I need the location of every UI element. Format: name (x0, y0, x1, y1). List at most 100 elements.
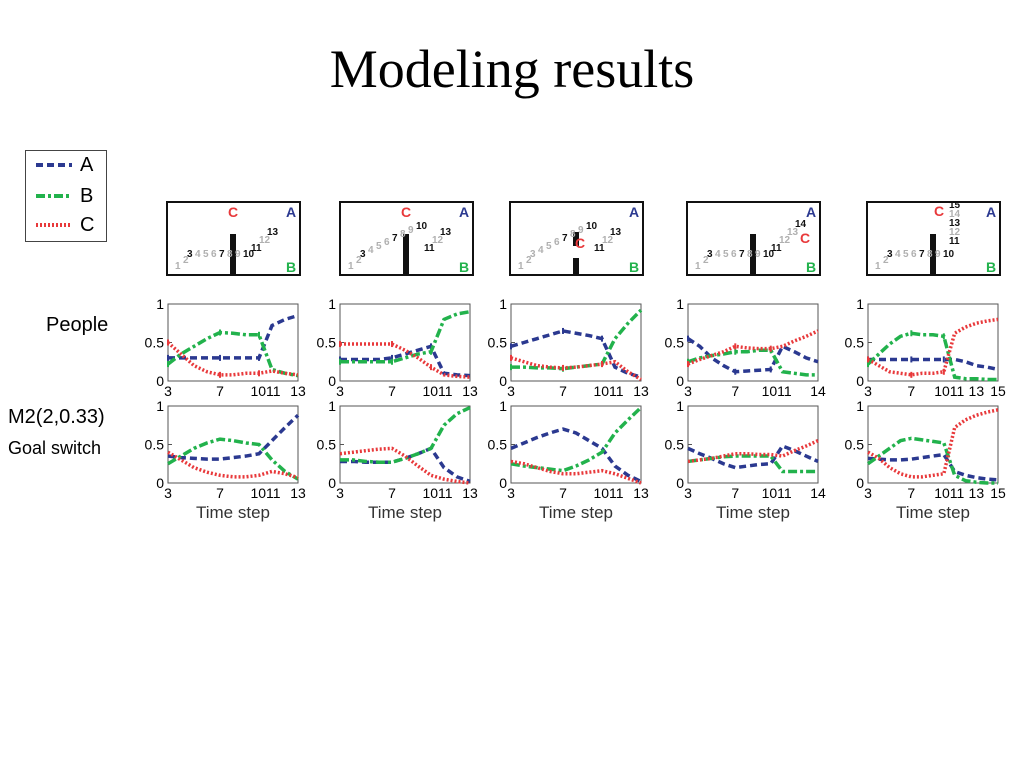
legend-swatch-a (36, 163, 72, 167)
trajectory-step: 8 (747, 249, 753, 260)
x-tick-label: 3 (864, 485, 872, 501)
trajectory-step: 10 (586, 221, 598, 232)
y-tick-label: 0.5 (145, 335, 165, 351)
y-tick-label: 1 (856, 296, 864, 312)
goal-label-a: A (986, 204, 996, 220)
goal-label-c: C (401, 204, 411, 220)
x-tick-label: 3 (507, 485, 515, 501)
legend-label-c: C (80, 213, 95, 236)
series-line-b (340, 405, 471, 464)
plot-people-2: 00.513 7 1011 13 (317, 296, 478, 399)
trajectory-step: 11 (594, 243, 605, 254)
row-label-people: People (46, 314, 109, 336)
x-tick-label: 1011 (934, 485, 964, 501)
y-tick-label: 0.5 (845, 335, 865, 351)
trajectory-step: 13 (267, 227, 279, 238)
y-tick-label: 0 (328, 475, 336, 491)
x-tick-label: 1011 (250, 383, 280, 399)
trajectory-step: 13 (610, 227, 622, 238)
trajectory-step: 12 (432, 235, 444, 246)
goal-label-c: C (575, 235, 585, 251)
x-tick-label: 3 (684, 485, 692, 501)
legend-item-b: B (34, 184, 93, 208)
trajectory-step: 3 (530, 249, 536, 260)
x-axis-label: Time step (896, 503, 970, 522)
series-line-b (866, 436, 998, 485)
x-axis-label: Time step (539, 503, 613, 522)
y-tick-label: 1 (156, 398, 164, 414)
plot-frame (510, 405, 642, 484)
plot-frame (687, 405, 819, 484)
trajectory-step: 14 (795, 219, 807, 230)
y-tick-label: 0 (676, 373, 684, 389)
y-tick-label: 0.5 (665, 335, 685, 351)
series-line-a (510, 427, 642, 484)
trajectory-step: 4 (195, 249, 201, 260)
plot-people-3: 00.513 7 1011 13 (488, 296, 649, 399)
x-tick-label: 13 (633, 485, 649, 501)
trajectory-step: 7 (562, 233, 568, 244)
maze-wall (750, 234, 756, 275)
goal-label-b: B (629, 259, 639, 275)
page-title: Modeling results (329, 39, 695, 99)
x-tick-label: 3 (164, 485, 172, 501)
trajectory-step: 2 (883, 255, 889, 266)
maze-wall (573, 232, 579, 246)
y-tick-label: 0.5 (488, 437, 508, 453)
trajectory-step: 4 (368, 245, 374, 256)
x-tick-label: 7 (388, 383, 396, 399)
x-tick-label: 13 (969, 383, 985, 399)
trajectory-step: 3 (187, 249, 193, 260)
y-tick-label: 0 (499, 373, 507, 389)
y-tick-label: 1 (856, 398, 864, 414)
legend-label-a: A (80, 153, 94, 176)
y-tick-label: 0 (676, 475, 684, 491)
series-line-c (867, 408, 999, 479)
legend-label-b: B (80, 184, 94, 207)
series-line-c (687, 439, 819, 464)
trajectory-step: 15 (949, 200, 961, 211)
series-line-b (687, 348, 818, 377)
x-tick-label: 7 (559, 485, 567, 501)
x-tick-label: 7 (216, 383, 224, 399)
trajectory-step: 12 (259, 235, 271, 246)
series-line-a (510, 329, 642, 379)
plot-frame (867, 405, 999, 484)
trajectory-step: 13 (949, 218, 961, 229)
plot-frame (167, 303, 299, 382)
y-tick-label: 1 (328, 398, 336, 414)
trajectory-step: 7 (739, 249, 745, 260)
x-tick-label: 7 (907, 485, 915, 501)
trajectory-step: 10 (243, 249, 255, 260)
x-tick-label: 13 (633, 383, 649, 399)
x-tick-label: 1011 (762, 383, 792, 399)
series-line-a (340, 446, 471, 484)
trajectory-step: 5 (723, 249, 729, 260)
goal-label-c: C (800, 230, 810, 246)
goal-label-a: A (286, 204, 296, 220)
trajectory-step: 1 (175, 261, 181, 272)
y-tick-label: 1 (499, 398, 507, 414)
trajectory-step: 9 (755, 249, 761, 260)
trajectory-step: 11 (949, 236, 960, 247)
trajectory-step: 5 (546, 241, 552, 252)
series-line-c (339, 446, 471, 485)
trajectory-step: 6 (911, 249, 917, 260)
trajectory-step: 8 (227, 249, 233, 260)
series-line-c (166, 341, 299, 377)
trajectory-step: 10 (763, 249, 775, 260)
x-tick-label: 13 (462, 383, 478, 399)
x-tick-label: 15 (990, 383, 1006, 399)
y-tick-label: 0 (328, 373, 336, 389)
x-tick-label: 7 (731, 383, 739, 399)
y-tick-label: 1 (676, 398, 684, 414)
goal-label-a: A (629, 204, 639, 220)
trajectory-step: 1 (695, 261, 701, 272)
x-tick-label: 13 (462, 485, 478, 501)
series-line-c (167, 450, 299, 480)
x-tick-label: 7 (731, 485, 739, 501)
